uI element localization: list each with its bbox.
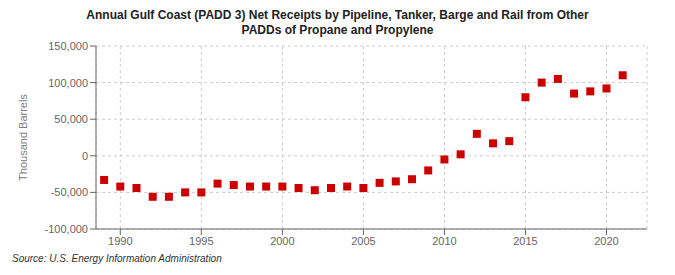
svg-text:-100,000: -100,000 xyxy=(45,223,88,235)
svg-text:2010: 2010 xyxy=(432,235,456,247)
svg-text:100,000: 100,000 xyxy=(48,77,88,89)
svg-text:1995: 1995 xyxy=(189,235,213,247)
svg-text:50,000: 50,000 xyxy=(54,113,88,125)
svg-text:2005: 2005 xyxy=(351,235,375,247)
svg-text:2000: 2000 xyxy=(270,235,294,247)
svg-text:150,000: 150,000 xyxy=(48,40,88,52)
svg-text:1990: 1990 xyxy=(108,235,132,247)
svg-text:-50,000: -50,000 xyxy=(51,186,88,198)
html-text:PADDs of Propane and Propylene: PADDs of Propane and Propylene xyxy=(241,23,434,37)
svg-text:Thousand Barrels: Thousand Barrels xyxy=(17,94,29,181)
svg-text:2020: 2020 xyxy=(594,235,618,247)
svg-text:2015: 2015 xyxy=(513,235,537,247)
html-text:Annual Gulf Coast (PADD 3) Net: Annual Gulf Coast (PADD 3) Net Receipts … xyxy=(86,8,589,22)
svg-text:0: 0 xyxy=(82,150,88,162)
html-text:Source: U.S. Energy Informatio: Source: U.S. Energy Information Administ… xyxy=(12,253,222,264)
